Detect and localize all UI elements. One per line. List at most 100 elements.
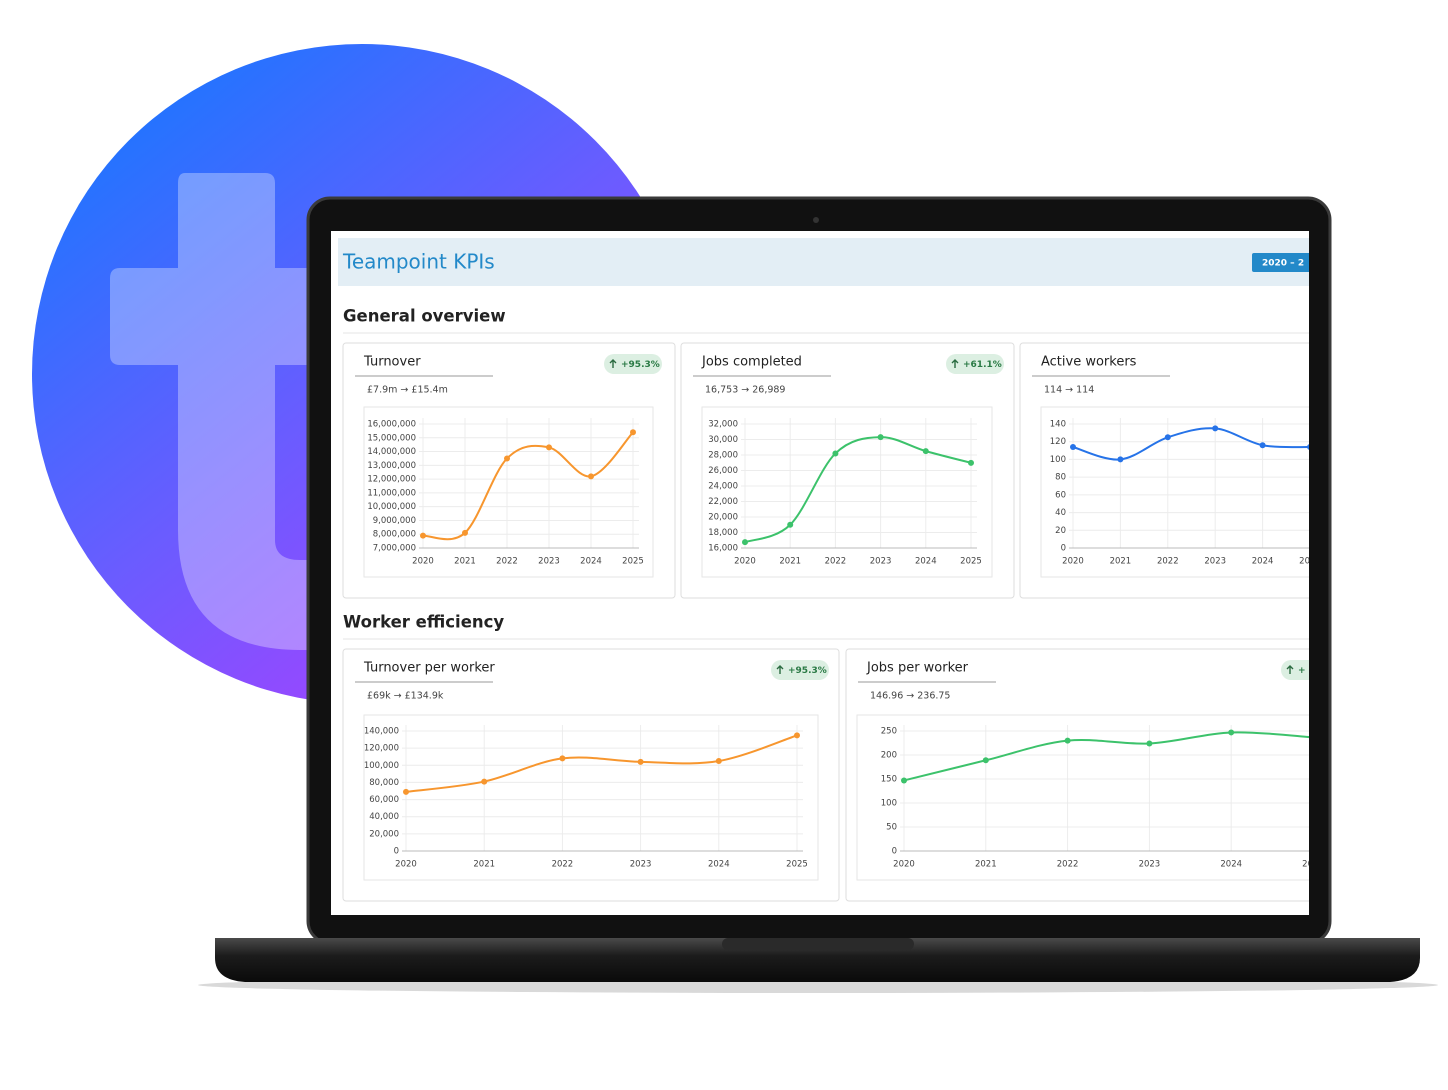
data-point: [1064, 737, 1071, 744]
y-tick-label: 50: [886, 823, 897, 833]
change-badge: [604, 354, 662, 374]
y-tick-label: 140,000: [364, 727, 399, 737]
y-tick-label: 28,000: [708, 451, 738, 461]
change-badge: [771, 660, 829, 680]
x-tick-label: 2024: [1252, 557, 1274, 567]
card-subtitle: £7.9m → £15.4m: [367, 385, 448, 396]
data-point: [922, 448, 929, 455]
x-tick-label: 2022: [1157, 557, 1179, 567]
data-point: [546, 444, 552, 451]
y-tick-label: 14,000,000: [367, 447, 416, 457]
y-tick-label: 26,000: [708, 466, 738, 476]
x-tick-label: 2024: [708, 860, 730, 870]
change-badge: [946, 354, 1004, 374]
dashboard: Teampoint KPIs 2020 – 2 General overview…: [338, 238, 1322, 902]
x-tick-label: 2021: [454, 557, 476, 567]
x-tick-label: 2022: [825, 557, 847, 567]
y-tick-label: 40,000: [369, 812, 399, 822]
card-title: Turnover: [363, 355, 421, 370]
camera: [813, 217, 819, 223]
x-tick-label: 2020: [412, 557, 434, 567]
y-tick-label: 60: [1055, 490, 1066, 500]
data-point: [588, 473, 594, 480]
y-tick-label: 30,000: [708, 435, 738, 445]
plot-frame: [363, 406, 654, 578]
y-tick-label: 40: [1055, 508, 1066, 518]
y-tick-label: 20,000: [369, 829, 399, 839]
y-tick-label: 32,000: [708, 420, 738, 430]
x-tick-label: 2023: [1139, 860, 1161, 870]
y-tick-label: 140: [1050, 420, 1066, 430]
y-tick-label: 60,000: [369, 795, 399, 805]
data-point: [794, 732, 800, 739]
laptop-base: [215, 938, 1420, 982]
data-point: [901, 777, 907, 784]
card-subtitle: 114 → 114: [1044, 385, 1094, 396]
x-tick-label: 2022: [1057, 860, 1079, 870]
card-title: Jobs per worker: [866, 661, 969, 676]
x-tick-label: 2024: [1220, 860, 1242, 870]
y-tick-label: 12,000,000: [367, 475, 416, 485]
data-point: [787, 521, 794, 528]
y-tick-label: 200: [881, 751, 897, 761]
notch: [722, 938, 914, 950]
page-title: Teampoint KPIs: [342, 250, 495, 274]
y-tick-label: 18,000: [708, 528, 738, 538]
y-tick-label: 22,000: [708, 497, 738, 507]
data-point: [1212, 425, 1219, 432]
data-point: [982, 757, 989, 764]
plot-frame: [701, 406, 993, 578]
data-point: [1259, 442, 1266, 449]
y-tick-label: 16,000: [708, 544, 738, 554]
y-tick-label: 20,000: [708, 513, 738, 523]
x-tick-label: 2020: [395, 860, 417, 870]
card-subtitle: 16,753 → 26,989: [705, 385, 785, 396]
change-value: +: [1298, 666, 1306, 676]
x-tick-label: 2025: [786, 860, 808, 870]
data-point: [1164, 434, 1171, 441]
section-title: General overview: [343, 307, 506, 326]
logo-letter: [110, 173, 320, 650]
y-tick-label: 150: [881, 775, 897, 785]
up-arrow: [609, 359, 617, 368]
plot-frame: [363, 714, 819, 881]
y-tick-label: 100,000: [364, 761, 399, 771]
data-point: [462, 529, 468, 536]
data-point: [481, 778, 488, 785]
card-title: Turnover per worker: [363, 661, 495, 676]
data-point: [832, 450, 839, 457]
y-tick-label: 120,000: [364, 744, 399, 754]
change-badge: [1281, 660, 1309, 680]
date-range-text[interactable]: 2020 – 2: [1262, 259, 1304, 269]
up-arrow: [1286, 665, 1294, 674]
data-point: [1146, 740, 1153, 747]
y-tick-label: 0: [394, 847, 399, 857]
data-point: [1307, 444, 1309, 450]
y-tick-label: 10,000,000: [367, 502, 416, 512]
y-tick-label: 120: [1050, 437, 1066, 447]
header-bar: [338, 238, 1309, 286]
x-tick-label: 2021: [975, 860, 997, 870]
series-line: [1072, 427, 1309, 461]
date-range-badge[interactable]: [1252, 253, 1322, 272]
y-tick-label: 11,000,000: [367, 488, 416, 498]
x-tick-label: 2024: [915, 557, 937, 567]
data-point: [1117, 456, 1124, 463]
data-point: [968, 459, 974, 466]
data-point: [559, 755, 566, 762]
y-tick-label: 15,000,000: [367, 433, 416, 443]
x-tick-label: 2024: [580, 557, 602, 567]
y-tick-label: 20: [1055, 526, 1066, 536]
data-point: [504, 455, 510, 462]
x-tick-label: 2023: [630, 860, 652, 870]
data-point: [1228, 729, 1235, 736]
series-line: [405, 734, 798, 793]
y-tick-label: 80: [1055, 473, 1066, 483]
data-point: [420, 532, 426, 539]
y-tick-label: 250: [881, 727, 897, 737]
y-tick-label: 13,000,000: [367, 461, 416, 471]
plot-frame: [856, 714, 1309, 881]
x-tick-label: 2021: [779, 557, 801, 567]
up-arrow: [951, 359, 959, 368]
